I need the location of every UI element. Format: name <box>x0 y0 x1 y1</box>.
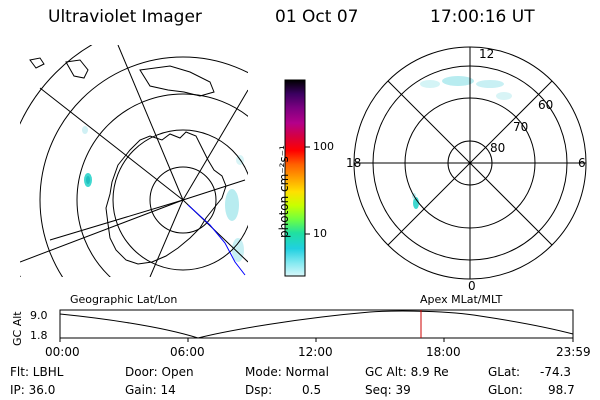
dsp-label: Dsp: <box>245 383 273 397</box>
door-status: Door: Open <box>125 365 194 379</box>
mlt-label-12: 12 <box>479 47 495 61</box>
timeline-x-tick-4: 23:59 <box>556 345 591 359</box>
timeline-left-label: Geographic Lat/Lon <box>70 293 178 306</box>
colorbar-unit-label: photon cm⁻²s⁻¹ <box>277 145 291 238</box>
timeline-y-tick-max: 9.0 <box>30 309 48 322</box>
timeline-y-axis-label: GC Alt <box>11 311 24 346</box>
lat-label-70: 70 <box>513 120 529 134</box>
glon-value: 98.7 <box>548 383 575 397</box>
altitude-curve <box>59 310 574 339</box>
mlt-label-18: 18 <box>346 156 362 170</box>
colorbar-tick-10: 10 <box>313 227 327 240</box>
image-time: 17:00:16 UT <box>430 7 535 27</box>
glat-label: GLat: <box>488 365 521 379</box>
colorbar-tick-100: 100 <box>313 140 334 153</box>
app-title: Ultraviolet Imager <box>48 7 202 27</box>
dsp-value: 0.5 <box>302 383 322 397</box>
gc-alt-status: GC Alt: 8.9 Re <box>365 365 449 379</box>
timeline-x-tick-3: 18:00 <box>426 345 461 359</box>
timeline-x-tick-0: 00:00 <box>45 345 80 359</box>
glat-value: -74.3 <box>540 365 572 379</box>
mlt-label-0: 0 <box>468 279 476 293</box>
timeline-x-tick-1: 06:00 <box>170 345 205 359</box>
lat-label-80: 80 <box>490 141 506 155</box>
ip-status: IP: 36.0 <box>10 383 56 397</box>
timeline-right-label: Apex MLat/MLT <box>420 293 503 306</box>
gain-status: Gain: 14 <box>125 383 176 397</box>
seq-status: Seq: 39 <box>365 383 411 397</box>
mode-status: Mode: Normal <box>245 365 329 379</box>
mlt-label-6: 6 <box>578 156 586 170</box>
image-date: 01 Oct 07 <box>275 7 359 27</box>
timeline-y-tick-min: 1.8 <box>30 329 48 342</box>
filter-status: Flt: LBHL <box>10 365 64 379</box>
timeline-x-tick-2: 12:00 <box>298 345 333 359</box>
lat-label-60: 60 <box>538 98 554 112</box>
glon-label: GLon: <box>488 383 523 397</box>
